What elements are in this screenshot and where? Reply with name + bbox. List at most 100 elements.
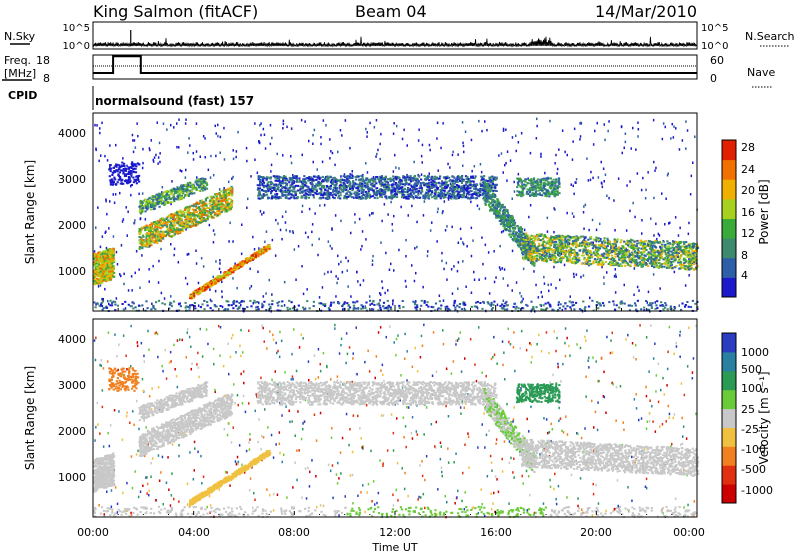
pow-cell <box>428 187 431 190</box>
pow-cell <box>392 178 395 181</box>
pow-cell <box>210 214 213 217</box>
pow-cell <box>286 309 289 312</box>
pow-cell <box>330 301 333 304</box>
pow-cell <box>409 192 412 195</box>
pow-cell <box>440 184 443 187</box>
pow-cell <box>110 251 113 254</box>
pow-cell <box>322 193 325 195</box>
pow-speckle <box>99 131 101 135</box>
pow-cell <box>327 193 331 196</box>
pow-speckle <box>335 275 337 278</box>
pow-speckle <box>515 149 517 153</box>
pow-cell <box>353 185 356 188</box>
pow-cell <box>358 182 362 184</box>
pow-cell <box>235 304 238 307</box>
pow-cell <box>377 191 380 194</box>
pow-cell <box>487 302 490 305</box>
pow-cell <box>317 175 320 177</box>
pow-cell <box>494 179 497 182</box>
pow-cell <box>149 208 153 211</box>
pow-cell <box>402 306 405 309</box>
pow-cell <box>425 188 429 191</box>
pow-cell <box>211 195 214 198</box>
pow-speckle <box>247 197 249 201</box>
pow-speckle <box>170 202 172 206</box>
pow-cell <box>107 271 110 274</box>
pow-speckle <box>457 261 460 264</box>
pow-speckle <box>620 125 623 128</box>
pow-cell <box>339 180 342 183</box>
pow-cell <box>219 305 222 307</box>
pow-cell <box>495 177 498 180</box>
pow-cell <box>224 190 227 193</box>
pow-cell <box>229 190 232 193</box>
pow-cell <box>368 178 371 181</box>
pow-cell <box>211 206 214 209</box>
pow-speckle <box>308 139 310 143</box>
pow-cell <box>302 190 305 193</box>
pow-cell <box>457 184 460 187</box>
pow-cell <box>435 195 438 198</box>
pow-speckle <box>674 216 677 219</box>
pow-cell <box>465 193 468 195</box>
pow-speckle <box>301 265 303 268</box>
pow-cell <box>169 197 172 200</box>
pow-cell <box>548 303 551 306</box>
noise-panel-frame <box>92 21 698 50</box>
pow-cell <box>469 187 472 190</box>
pow-speckle <box>540 152 542 156</box>
pow-cell <box>407 197 410 200</box>
pow-cell <box>94 259 97 262</box>
pow-cell <box>150 235 153 238</box>
pow-cell <box>372 179 375 182</box>
pow-cell <box>142 239 145 242</box>
pow-cell <box>100 277 103 280</box>
pow-cell <box>457 175 460 177</box>
pow-speckle <box>161 186 164 189</box>
pow-cell <box>492 186 495 189</box>
pow-cell <box>95 279 98 282</box>
pow-cell <box>343 301 346 304</box>
pow-cell <box>376 303 379 306</box>
pow-cell <box>180 210 183 213</box>
pow-speckle <box>171 180 173 183</box>
pow-cell <box>597 307 600 310</box>
pow-speckle <box>97 206 99 209</box>
pow-cell <box>253 252 256 255</box>
pow-cell <box>197 180 200 183</box>
pow-speckle <box>482 262 484 266</box>
pow-cell <box>442 176 446 179</box>
pow-speckle <box>158 259 160 263</box>
pow-cell <box>351 177 354 179</box>
pow-cell <box>176 194 179 197</box>
pow-speckle <box>327 240 330 243</box>
pow-cell <box>183 209 187 211</box>
pow-speckle <box>380 132 382 136</box>
pow-cell <box>488 178 491 181</box>
pow-cell <box>95 258 99 261</box>
pow-cell <box>220 207 223 210</box>
pow-cell <box>358 190 361 193</box>
pow-speckle <box>384 291 386 295</box>
pow-speckle <box>260 122 262 125</box>
pow-speckle <box>307 235 309 239</box>
pow-cell <box>96 302 99 305</box>
pow-speckle <box>179 302 181 305</box>
pow-cell <box>302 178 305 181</box>
pow-cell <box>183 216 187 218</box>
pow-speckle <box>148 268 150 271</box>
pow-cell <box>170 220 173 223</box>
pow-cell <box>105 267 108 270</box>
pow-speckle <box>450 268 453 271</box>
pow-speckle <box>391 223 393 226</box>
pow-cell <box>470 176 473 179</box>
pow-cell <box>279 189 283 192</box>
pow-cell <box>93 261 96 264</box>
pow-cell <box>162 191 165 194</box>
pow-cell <box>363 184 366 187</box>
pow-speckle <box>320 136 322 139</box>
pow-cell <box>351 189 354 192</box>
pow-cell <box>206 207 209 209</box>
pow-cell <box>420 304 423 307</box>
pow-cell <box>99 270 102 273</box>
